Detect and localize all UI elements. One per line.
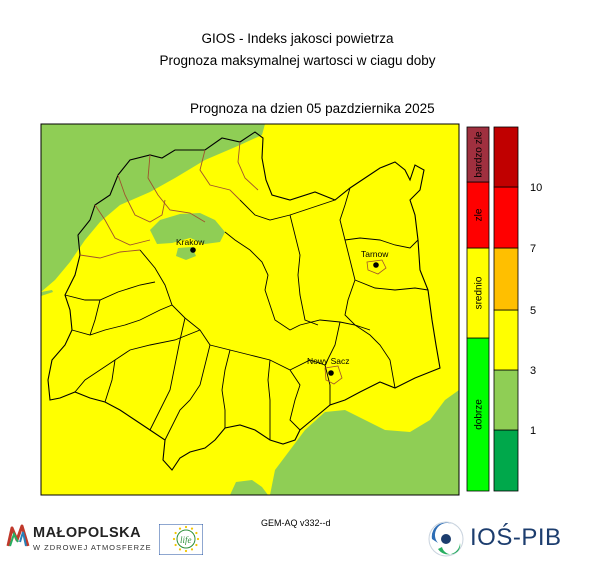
city-dot: [328, 370, 334, 376]
green-zone-west-strip: [41, 290, 53, 296]
scale-band: [493, 247, 519, 311]
scale-band: [493, 186, 519, 249]
scale-tick-label: 5: [530, 305, 536, 317]
county-borders-brown: [79, 141, 259, 259]
scale-band: [493, 369, 519, 431]
city-dot: [190, 247, 196, 253]
scale-band: [493, 126, 519, 188]
scale-tick-label: 7: [530, 243, 536, 255]
city-boundary: [366, 259, 387, 275]
voivodeship-border: [47, 131, 441, 471]
svg-text:life: life: [180, 535, 192, 545]
forecast-date: Prognoza na dzien 05 pazdziernika 2025: [190, 101, 435, 116]
malopolska-wordmark: MAŁOPOLSKA: [33, 525, 142, 541]
legend-category-label: dobrze: [474, 399, 485, 430]
city-nowy-sacz: Nowy Sacz: [307, 356, 350, 385]
legend-category-label: zle: [474, 208, 485, 221]
city-tarnow: Tarnow: [361, 249, 389, 275]
chart-title: GIOS - Indeks jakosci powietrza: [201, 31, 394, 46]
ios-pib-mark-icon: [428, 521, 464, 557]
city-krakow: Krakow: [176, 237, 205, 253]
model-version: GEM-AQ v332--d: [261, 518, 331, 528]
green-zone-krakow: [150, 213, 225, 244]
map-region: Krakow Tarnow Nowy Sacz: [40, 123, 460, 496]
eu-stars-icon: [172, 525, 200, 553]
ios-pib-logo: IOŚ-PIB: [426, 519, 566, 559]
legend-category-label: bardzo zle: [474, 131, 485, 178]
legend-category-bardzo-zle: [466, 126, 490, 183]
chart-subtitle: Prognoza maksymalnej wartosci w ciagu do…: [159, 53, 436, 68]
scale-tick-label: 1: [530, 425, 536, 437]
green-zone-northwest: [41, 124, 265, 292]
malopolska-tagline: W ZDROWEJ ATMOSFERZE: [33, 543, 152, 552]
city-label-nowy-sacz: Nowy Sacz: [307, 356, 350, 366]
eu-life-logo: life: [159, 524, 203, 555]
county-borders-black: [64, 187, 429, 441]
green-zone-south-west: [230, 480, 268, 495]
city-boundary: [324, 365, 343, 385]
scale-tick-label: 10: [530, 182, 542, 194]
city-dot: [373, 262, 379, 268]
numeric-scale-legend: 1 3 5 7 10: [493, 126, 542, 492]
map-frame: [40, 123, 460, 496]
malopolska-mark-icon: [6, 524, 30, 547]
scale-band: [493, 309, 519, 371]
ios-pib-wordmark: IOŚ-PIB: [470, 524, 562, 551]
city-label-tarnow: Tarnow: [361, 249, 389, 259]
green-zone-south-tatras: [270, 390, 459, 495]
scale-band: [493, 429, 519, 492]
malopolska-logo: MAŁOPOLSKA W ZDROWEJ ATMOSFERZE: [6, 522, 156, 558]
category-legend: dobrze srednio zle bardzo zle: [466, 126, 490, 492]
city-label-krakow: Krakow: [176, 237, 205, 247]
legend-category-label: srednio: [474, 276, 485, 309]
scale-tick-label: 3: [530, 365, 536, 377]
